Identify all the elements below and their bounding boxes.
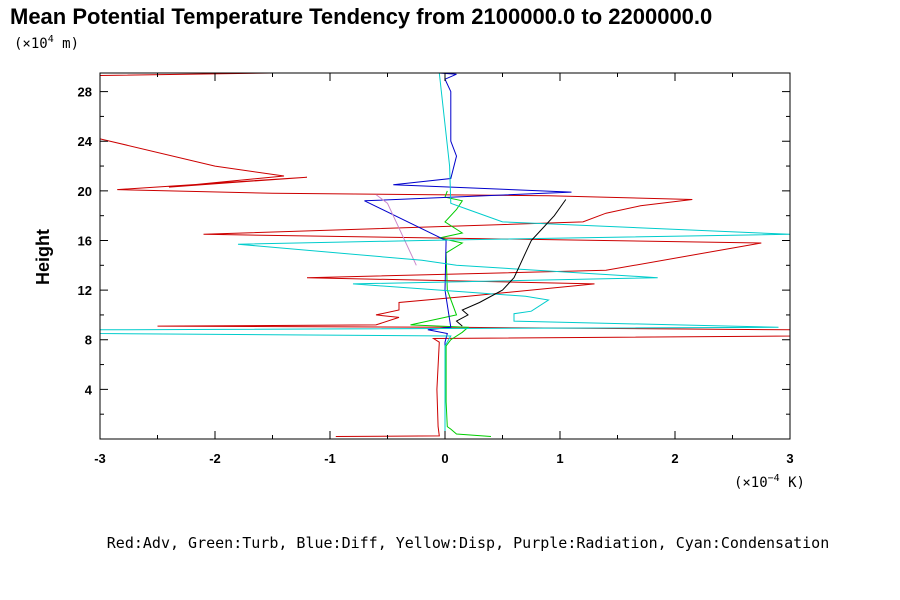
- x-tick-label: 2: [671, 451, 678, 466]
- y-axis-label: Height: [33, 229, 53, 285]
- series-line-other: [455, 199, 567, 327]
- legend-text: Red:Adv, Green:Turb, Blue:Diff, Yellow:D…: [107, 534, 829, 552]
- series-line-turb: [410, 190, 492, 437]
- series-line-adv: [100, 73, 316, 76]
- x-tick-label: 3: [786, 451, 793, 466]
- x-tick-label: 0: [441, 451, 448, 466]
- x-unit-label: (×10−4 K): [734, 473, 805, 491]
- y-tick-label: 16: [78, 233, 92, 248]
- series-line-radiation: [375, 194, 417, 266]
- series-line-diff: [364, 73, 572, 437]
- y-tick-label: 20: [78, 184, 92, 199]
- series-line-condensation: [100, 73, 790, 437]
- series-layer: [100, 73, 790, 437]
- x-tick-label: -3: [94, 451, 106, 466]
- y-tick-label: 12: [78, 283, 92, 298]
- x-tick-label: 1: [556, 451, 563, 466]
- y-tick-label: 4: [85, 382, 93, 397]
- series-line-adv: [100, 138, 790, 437]
- x-tick-label: -1: [324, 451, 336, 466]
- x-tick-label: -2: [209, 451, 221, 466]
- y-unit-label: (×104 m): [14, 34, 79, 52]
- y-tick-label: 8: [85, 333, 92, 348]
- y-tick-label: 24: [78, 134, 93, 149]
- chart-title: Mean Potential Temperature Tendency from…: [10, 4, 712, 29]
- y-tick-label: 28: [78, 85, 92, 100]
